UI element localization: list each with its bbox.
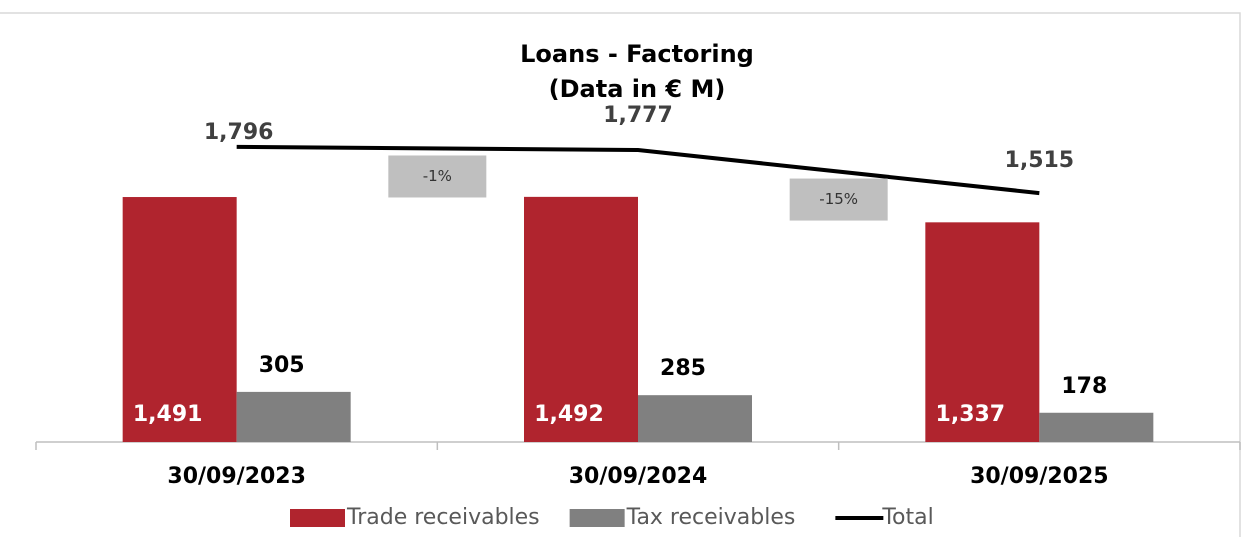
line-series xyxy=(236,144,1040,196)
bar-value-label: 1,492 xyxy=(534,402,604,427)
bar xyxy=(1039,412,1154,442)
change-badge-label: -1% xyxy=(423,167,452,185)
bar xyxy=(524,196,638,442)
bar-value-label: 305 xyxy=(259,353,305,378)
chart-subtitle: (Data in € M) xyxy=(549,75,726,103)
line-value-label: 1,796 xyxy=(204,120,274,145)
line-value-label: 1,515 xyxy=(1005,148,1075,173)
change-badge xyxy=(789,178,888,221)
legend-label: Trade receivables xyxy=(346,505,540,530)
x-tick-label: 30/09/2024 xyxy=(569,464,708,489)
legend-swatch xyxy=(290,509,345,527)
change-badge xyxy=(388,155,487,198)
bar xyxy=(638,395,752,442)
x-tick-label: 30/09/2025 xyxy=(970,464,1109,489)
bar xyxy=(236,391,351,442)
chart-title: Loans - Factoring xyxy=(520,40,754,68)
change-badge-label: -15% xyxy=(819,190,858,208)
bar xyxy=(925,222,1040,442)
bar xyxy=(122,197,237,442)
x-tick-label: 30/09/2023 xyxy=(167,464,306,489)
bar-value-label: 178 xyxy=(1061,374,1107,399)
line-value-label: 1,777 xyxy=(603,103,673,128)
chart-frame xyxy=(0,12,1241,537)
legend-label: Tax receivables xyxy=(626,505,796,530)
bar-value-label: 1,337 xyxy=(936,402,1006,427)
legend-swatch xyxy=(569,509,625,527)
bar-value-label: 285 xyxy=(660,356,706,381)
bar-value-label: 1,491 xyxy=(133,402,203,427)
legend-label: Total xyxy=(881,505,933,530)
